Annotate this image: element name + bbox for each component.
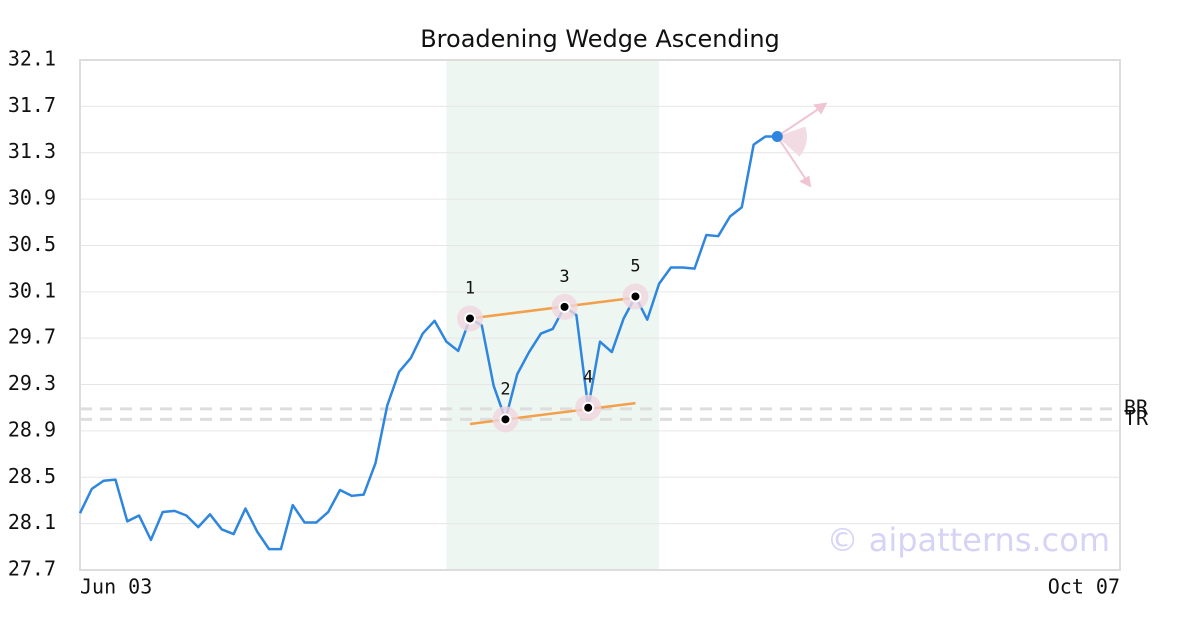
chart-title: Broadening Wedge Ascending [420,25,780,53]
pattern-point [464,312,476,325]
level-label: TR [1124,406,1149,430]
watermark: © aipatterns.com [827,521,1110,559]
y-tick-label: 27.7 [8,557,56,581]
point-label: 4 [583,368,593,388]
projection-arrow-head [813,102,828,115]
pattern-point [499,413,512,426]
y-tick-label: 28.9 [8,417,56,441]
point-label: 5 [630,256,640,276]
plot-border [79,59,1121,571]
y-tick-label: 28.5 [8,464,56,488]
projection-arrow-head [799,175,812,188]
y-tick-label: 31.3 [8,139,56,163]
pattern-point [582,401,595,414]
projection-arrow [776,135,811,186]
level-label: BR [1124,395,1149,419]
y-tick-label: 28.1 [8,510,56,534]
pattern-point [629,290,642,303]
y-tick-label: 32.1 [8,47,56,71]
y-tick-label: 29.7 [8,325,56,349]
pattern-point [558,300,571,313]
projection-fan [777,126,807,157]
y-tick-label: 30.1 [8,278,56,302]
y-tick-label: 30.9 [8,186,56,210]
y-tick-label: 29.3 [8,371,56,395]
y-tick-label: 30.5 [8,232,56,256]
projection-arrow [776,103,826,138]
price-line [78,135,778,551]
point-label: 3 [559,267,569,287]
x-tick-label: Jun 03 [80,575,152,599]
last-point [771,131,783,142]
y-tick-label: 31.7 [8,93,56,117]
point-label: 2 [500,379,510,399]
point-label: 1 [465,278,475,298]
x-tick-label: Oct 07 [1048,575,1120,599]
